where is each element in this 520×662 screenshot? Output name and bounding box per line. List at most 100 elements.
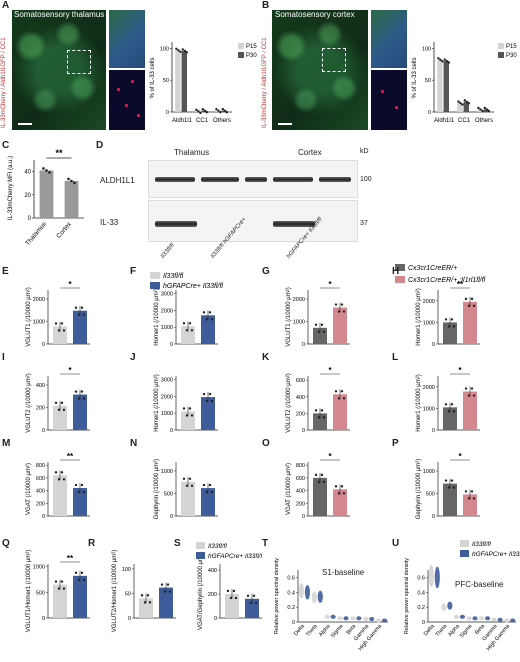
x-tick-label: Theta <box>435 623 449 638</box>
data-point <box>443 58 446 61</box>
data-point <box>60 401 64 405</box>
legend-qs-cko-label: hGFAPCre+ Il33fl/fl <box>208 553 262 560</box>
data-point <box>229 596 233 600</box>
y-axis-label: Relative power spectral density <box>404 558 410 634</box>
bar <box>175 50 181 112</box>
data-point <box>470 297 474 301</box>
data-point <box>210 490 214 494</box>
y-axis-label: VGLUT2/Homer1 (/10000 µm²) <box>112 550 118 632</box>
y-tick-label: 1000 <box>161 469 173 475</box>
y-tick-label: 600 <box>296 476 305 482</box>
violin <box>459 614 466 619</box>
bar <box>53 584 67 618</box>
y-tick-label: 0 <box>302 342 305 348</box>
data-point <box>461 103 464 106</box>
data-point <box>77 578 81 582</box>
y-tick-label: 0 <box>28 216 32 222</box>
data-point <box>234 596 238 600</box>
panel-a-title: Somatosensory thalamus <box>14 10 105 19</box>
y-tick-label: 0 <box>428 110 431 116</box>
data-point <box>340 485 344 488</box>
y-tick-label: 200 <box>296 501 305 507</box>
violin <box>317 590 323 603</box>
violin <box>337 616 343 621</box>
bar <box>463 494 477 516</box>
data-point <box>168 590 172 593</box>
violin <box>466 616 472 621</box>
y-axis-label: VGLUT2 (/10000 µm²) <box>286 373 292 432</box>
y-axis-label: VGLUT1/Homer1 (/10000 µm²) <box>26 550 32 632</box>
data-point <box>470 387 474 390</box>
significance-label: * <box>328 452 332 461</box>
data-point <box>185 484 189 487</box>
y-tick-label: 400 <box>36 383 45 389</box>
panel-label-r: R <box>88 538 96 549</box>
y-tick-label: 0 <box>432 342 435 348</box>
data-point <box>340 390 344 393</box>
bar <box>53 475 67 516</box>
legend-qs: Il33fl/fl hGFAPCre+ Il33fl/fl <box>196 542 262 560</box>
significance-label: * <box>328 280 332 289</box>
data-point <box>472 304 476 308</box>
y-axis-label: Gephyrin (/10000 µm²) <box>154 459 160 519</box>
violin <box>356 616 362 621</box>
x-tick-label: Others <box>475 118 493 124</box>
y-tick-label: 40 <box>24 170 31 176</box>
y-tick-label: 500 <box>164 492 173 498</box>
y-tick-label: 1000 <box>161 411 173 417</box>
data-point <box>342 310 346 313</box>
data-point <box>190 329 194 332</box>
data-point <box>57 408 61 412</box>
data-point <box>60 322 64 325</box>
bar <box>477 109 483 112</box>
blot-cortex-label: Cortex <box>298 148 322 157</box>
y-axis-label: VGAT (/10000 µm²) <box>286 463 292 515</box>
y-tick-label: 1000 <box>33 565 45 571</box>
legend-cre-swatch <box>395 264 405 271</box>
data-point <box>254 601 258 604</box>
y-axis-label: VGAT (/10000 µm²) <box>26 463 32 515</box>
legend-p15-swatch-b <box>498 43 504 49</box>
y-tick-label: 0 <box>170 514 173 520</box>
bar <box>333 394 347 430</box>
violin <box>375 618 382 623</box>
bar <box>201 315 215 344</box>
cortex-inset-merge <box>371 10 407 68</box>
panel-label-b: B <box>262 0 270 11</box>
data-point <box>223 109 226 112</box>
y-tick-label: 200 <box>36 501 45 507</box>
data-point <box>444 318 448 321</box>
data-point <box>54 471 58 474</box>
data-point <box>80 571 84 575</box>
panel-label-o: O <box>262 438 270 449</box>
panel-label-s: S <box>174 538 181 549</box>
data-point <box>185 51 188 54</box>
data-point <box>140 594 144 597</box>
data-point <box>322 480 326 484</box>
data-point <box>437 57 440 60</box>
y-tick-label: 3000 <box>161 291 173 297</box>
y-tick-label: 0 <box>302 514 305 520</box>
cortex-inset-il33 <box>371 70 407 130</box>
data-point <box>82 578 86 582</box>
data-point <box>163 590 167 593</box>
y-tick-label: 0.6 <box>417 575 425 581</box>
blot-il33-label: IL-33 <box>100 218 119 227</box>
panel-label-d: D <box>96 140 104 151</box>
violin <box>447 601 453 610</box>
bar <box>73 394 87 430</box>
legend-left: Il33fl/fl hGFAPCre+ Il33fl/fl <box>150 272 223 290</box>
y-tick-label: 1000 <box>293 320 305 326</box>
blot-aldh1l1-label: ALDH1L1 <box>100 176 135 185</box>
data-point <box>182 407 186 410</box>
data-point <box>181 48 184 51</box>
data-point <box>320 473 324 477</box>
bar <box>333 489 347 516</box>
data-point <box>54 322 58 325</box>
data-point <box>80 483 84 487</box>
data-point <box>190 414 194 417</box>
panel-q-plot: 1000 500 0 VGLUT1/Homer1 (/10000 µm²) ** <box>26 550 90 632</box>
bar <box>437 59 443 112</box>
y-tick-label: 3000 <box>161 377 173 383</box>
